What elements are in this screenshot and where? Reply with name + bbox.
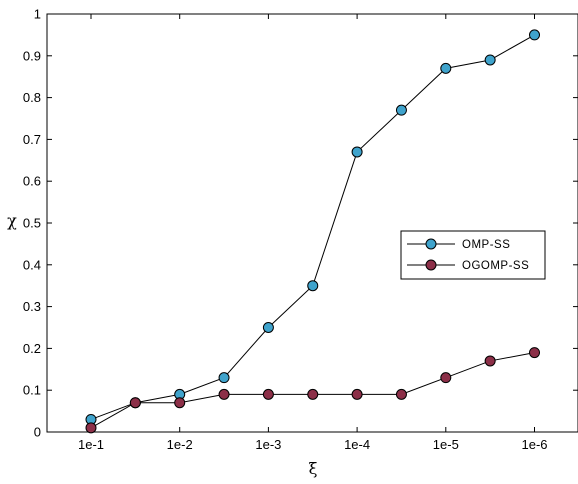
x-axis-label: ξ [309,459,318,478]
data-point-ogomp-ss [85,422,97,434]
data-point-omp-ss [307,280,319,292]
data-point-omp-ss [529,29,540,41]
y-tick-label: 1 [34,7,41,22]
y-tick-label: 0.8 [23,90,41,105]
x-tick-label: 1e-6 [521,437,547,452]
data-point-ogomp-ss [395,388,407,400]
series-layer [85,29,540,434]
axis-ticks: 0 0.1 0.2 0.3 0.4 0.5 0.6 0.7 0.8 0.9 1 1e-1 1e-2 1e-… [23,7,578,452]
data-point-omp-ss [484,54,496,66]
x-tick-label: 1e-5 [433,437,459,452]
y-tick-label: 0.5 [23,216,41,231]
legend: OMP-SS OGOMP-SS [400,230,546,280]
data-point-omp-ss [440,62,452,74]
data-point-omp-ss [262,322,274,333]
x-tick-label: 1e-2 [167,437,193,452]
legend-box [400,230,546,280]
x-tick-label: 1e-1 [78,437,104,452]
data-point-omp-ss [351,146,363,158]
data-point-ogomp-ss [129,397,141,409]
data-point-ogomp-ss [440,372,452,384]
y-axis-label: χ [7,211,17,230]
legend-marker-omp-ss [425,238,437,250]
x-tick-label: 1e-4 [344,437,370,452]
data-point-ogomp-ss [351,388,363,400]
series-line-omp-ss [90,34,535,420]
y-tick-label: 0.6 [23,174,41,189]
y-tick-label: 0.2 [23,341,41,356]
y-tick-label: 0 [34,425,41,440]
legend-label-omp-ss: OMP-SS [462,239,510,251]
y-tick-label: 0.7 [23,132,41,147]
legend-marker-ogomp-ss [425,259,437,271]
data-point-ogomp-ss [529,347,540,359]
data-point-omp-ss [218,372,230,384]
y-tick-label: 0.1 [23,383,41,398]
plot-area-frame [46,13,578,433]
data-point-ogomp-ss [174,397,186,409]
data-point-ogomp-ss [262,388,274,400]
data-point-omp-ss [395,104,407,116]
y-tick-label: 0.4 [23,257,41,272]
x-tick-label: 1e-3 [255,437,281,452]
y-tick-label: 0.3 [23,299,41,314]
data-point-ogomp-ss [218,388,230,400]
legend-label-ogomp-ss: OGOMP-SS [462,260,529,272]
data-point-ogomp-ss [307,388,319,400]
y-tick-label: 0.9 [23,48,41,63]
data-point-ogomp-ss [484,355,496,367]
